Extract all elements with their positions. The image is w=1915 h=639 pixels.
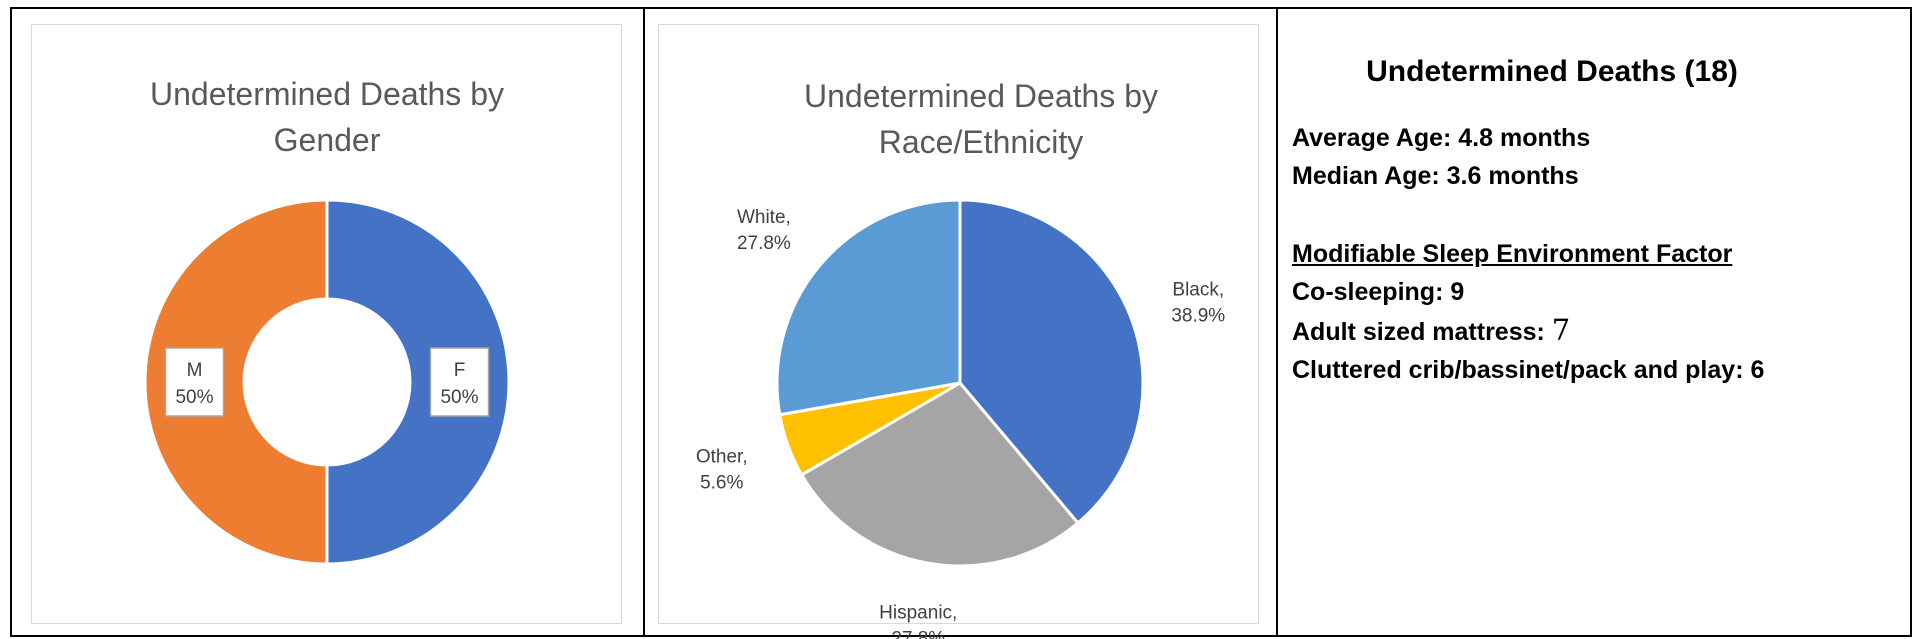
race-chart-area: Undetermined Deaths by Race/Ethnicity Bl… <box>658 24 1259 639</box>
gender-slice-m <box>143 198 329 566</box>
cosleeping-count: Co-sleeping: 9 <box>1292 278 1465 306</box>
median-age: Median Age: 3.6 months <box>1292 162 1579 190</box>
mattress-label: Adult sized mattress: <box>1292 318 1552 346</box>
gender-slice-f <box>325 198 511 566</box>
race-label-name-hispanic: Hispanic, <box>879 602 957 623</box>
race-slice-black <box>958 198 1145 526</box>
race-slice-hispanic <box>799 381 1080 568</box>
summary-title: Undetermined Deaths (18) <box>1366 55 1738 88</box>
gender-chart-title-line-1: Undetermined Deaths by <box>150 76 504 112</box>
gender-chart-title-line-2: Gender <box>274 122 381 158</box>
summary-panel: Undetermined Deaths (18) Average Age: 4.… <box>1292 55 1892 389</box>
table-frame <box>10 7 1912 637</box>
mattress-count: Adult sized mattress: 7 <box>1292 311 1892 351</box>
race-label-value-other: 5.6% <box>700 472 743 493</box>
race-label-value-black: 38.9% <box>1171 306 1225 327</box>
sleep-factor-heading: Modifiable Sleep Environment Factor <box>1292 240 1733 268</box>
race-slice-white <box>775 198 962 417</box>
average-age: Average Age: 4.8 months <box>1292 124 1591 152</box>
gender-chart-area: Undetermined Deaths by Gender F 50% M 50% <box>31 24 622 624</box>
column-divider-1 <box>643 7 645 637</box>
race-label-name-other: Other, <box>696 446 748 467</box>
gender-label-box-m <box>164 347 225 417</box>
gender-label-box-f <box>429 347 490 417</box>
gender-label-name-f: F <box>454 360 466 381</box>
mattress-value: 7 <box>1551 313 1571 347</box>
race-chart-title-line-1: Undetermined Deaths by <box>804 78 1158 114</box>
column-divider-2 <box>1276 7 1278 637</box>
gender-label-name-m: M <box>187 360 203 381</box>
race-label-name-black: Black, <box>1172 280 1224 301</box>
race-chart-title-line-2: Race/Ethnicity <box>879 124 1084 160</box>
race-pie-chart: Undetermined Deaths by Race/Ethnicity Bl… <box>696 78 1225 639</box>
cluttered-crib-count: Cluttered crib/bassinet/pack and play: 6 <box>1292 356 1765 384</box>
race-label-value-white: 27.8% <box>737 233 791 254</box>
race-label-value-hispanic: 27.8% <box>891 628 945 639</box>
race-label-name-white: White, <box>737 207 791 228</box>
gender-label-value-m: 50% <box>175 387 213 408</box>
gender-label-value-f: 50% <box>440 387 478 408</box>
gender-doughnut-chart: Undetermined Deaths by Gender F 50% M 50% <box>143 76 511 566</box>
